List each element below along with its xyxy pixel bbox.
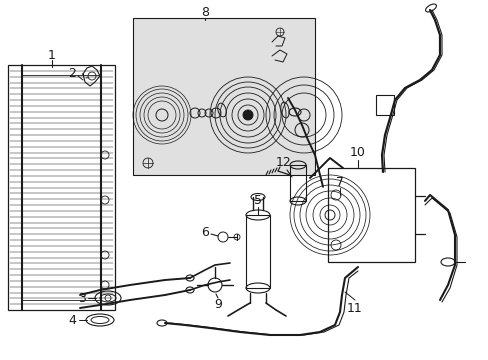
Circle shape <box>243 110 252 120</box>
Bar <box>133 18 314 175</box>
Text: 6: 6 <box>201 225 208 239</box>
Text: 3: 3 <box>78 292 86 305</box>
Text: 10: 10 <box>349 145 365 158</box>
Text: 7: 7 <box>335 176 343 189</box>
Bar <box>22 75 101 300</box>
Text: 12: 12 <box>276 156 291 168</box>
Text: 2: 2 <box>68 67 76 80</box>
Bar <box>327 168 414 262</box>
Text: 4: 4 <box>68 314 76 327</box>
Text: 9: 9 <box>214 298 222 311</box>
Bar <box>375 95 393 115</box>
Text: 5: 5 <box>253 194 262 207</box>
Bar <box>8 65 115 310</box>
Text: 8: 8 <box>201 5 208 18</box>
Bar <box>245 215 269 288</box>
Bar <box>289 165 305 201</box>
Text: 11: 11 <box>346 302 362 315</box>
Text: 1: 1 <box>48 49 56 62</box>
